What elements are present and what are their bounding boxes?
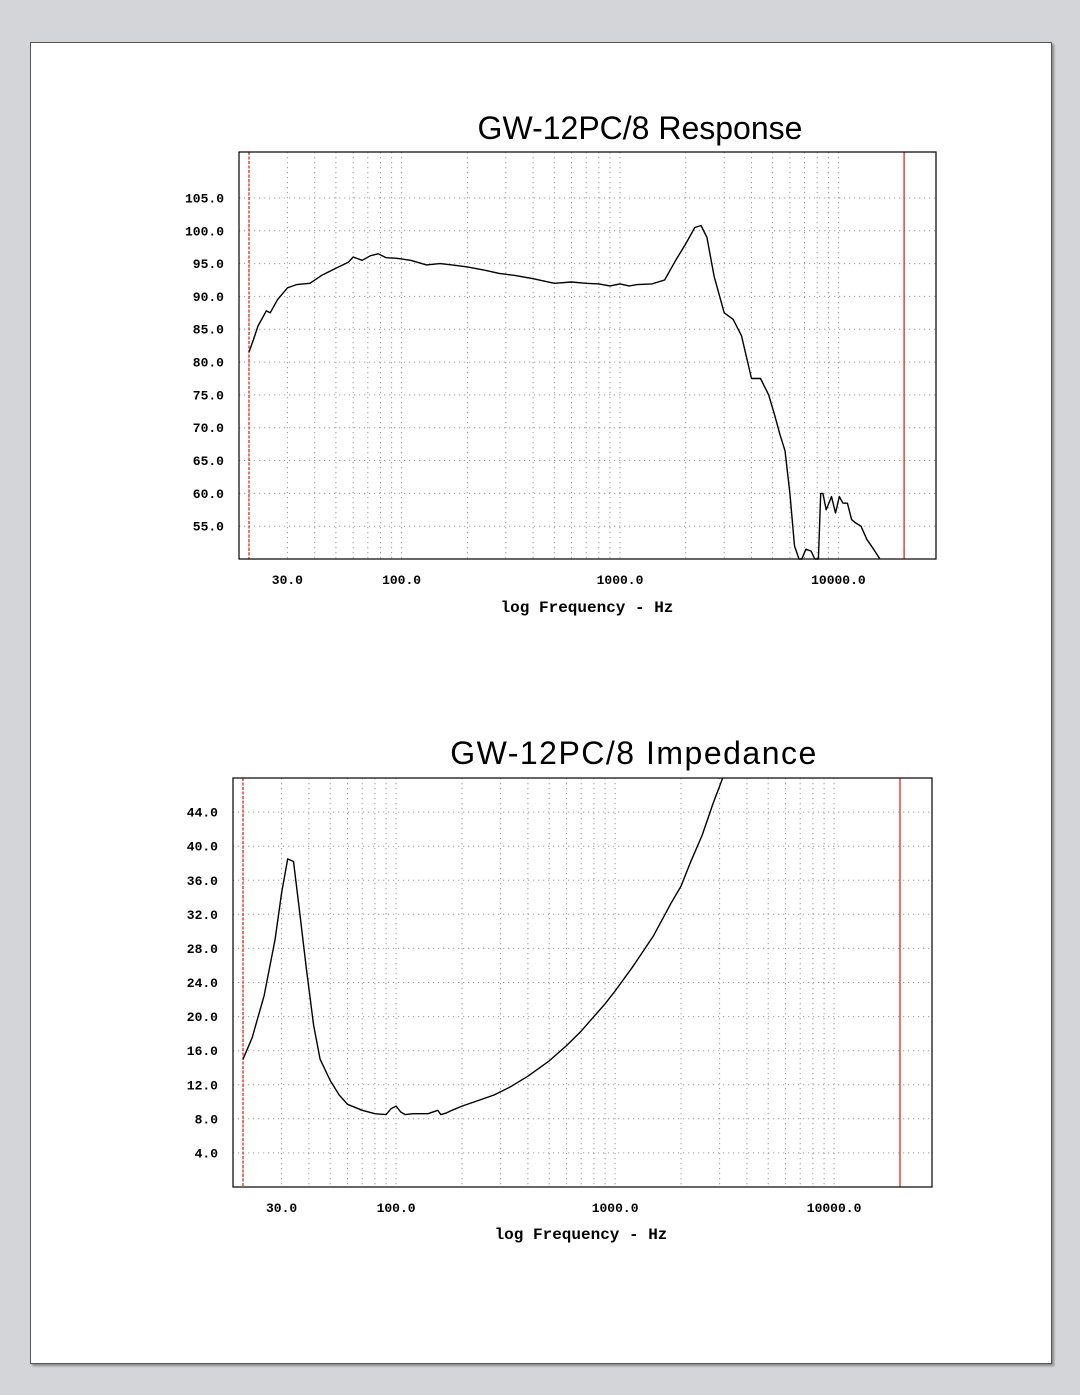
- impedance-x-axis-label: log Frequency - Hz: [495, 1226, 668, 1244]
- impedance-y-tick-label: 16.0: [187, 1044, 218, 1059]
- impedance-chart: GW-12PC/8 Impedance 44.0 40.0 36.0 32.0 28.0…: [187, 735, 933, 1244]
- response-y-tick-label: 80.0: [193, 356, 224, 371]
- response-series: [248, 224, 881, 560]
- response-y-tick-label: 85.0: [193, 323, 224, 338]
- response-x-ticks: 30.0 100.0 1000.0 10000.0: [272, 573, 866, 588]
- impedance-y-tick-label: 4.0: [195, 1146, 219, 1161]
- impedance-x-tick-label: 100.0: [377, 1201, 416, 1216]
- impedance-y-tick-label: 24.0: [187, 976, 218, 991]
- page-sheet: [30, 42, 1052, 1364]
- impedance-y-tick-label: 44.0: [187, 806, 218, 821]
- impedance-chart-title: GW-12PC/8 Impedance: [450, 735, 818, 771]
- response-y-tick-label: 70.0: [193, 421, 224, 436]
- response-y-tick-label: 105.0: [185, 192, 224, 207]
- response-x-tick-label: 10000.0: [811, 573, 866, 588]
- impedance-curve-line: [242, 777, 724, 1116]
- response-chart: GW-12PC/8 Response 105.0 100.0 95.0 90.0 85.…: [185, 110, 937, 617]
- impedance-y-tick-label: 32.0: [187, 908, 218, 923]
- response-y-tick-label: 55.0: [193, 520, 224, 535]
- response-x-axis-label: log Frequency - Hz: [501, 599, 674, 617]
- impedance-grid: [233, 778, 932, 1187]
- impedance-x-ticks: 30.0 100.0 1000.0 10000.0: [266, 1201, 862, 1216]
- response-curve-line: [248, 224, 881, 560]
- impedance-x-tick-label: 1000.0: [592, 1201, 639, 1216]
- response-y-tick-label: 90.0: [193, 290, 224, 305]
- response-x-tick-label: 100.0: [382, 573, 421, 588]
- impedance-x-tick-label: 30.0: [266, 1201, 297, 1216]
- response-y-tick-label: 95.0: [193, 257, 224, 272]
- impedance-y-tick-label: 12.0: [187, 1078, 218, 1093]
- response-chart-title: GW-12PC/8 Response: [478, 110, 803, 146]
- impedance-y-tick-label: 8.0: [195, 1112, 219, 1127]
- response-y-ticks: 105.0 100.0 95.0 90.0 85.0 80.0 75.0 70.0 65.0 60…: [185, 192, 224, 535]
- response-x-tick-label: 30.0: [272, 573, 303, 588]
- impedance-y-tick-label: 36.0: [187, 874, 218, 889]
- response-x-tick-label: 1000.0: [597, 573, 644, 588]
- impedance-x-tick-label: 10000.0: [807, 1201, 862, 1216]
- impedance-y-tick-label: 20.0: [187, 1010, 218, 1025]
- impedance-plot-frame: [232, 777, 933, 1188]
- response-markers: [248, 152, 905, 559]
- impedance-y-tick-label: 40.0: [187, 840, 218, 855]
- response-plot-frame: [238, 151, 937, 560]
- impedance-markers: [242, 778, 901, 1187]
- response-y-tick-label: 75.0: [193, 388, 224, 403]
- response-y-tick-label: 100.0: [185, 224, 224, 239]
- response-grid: [239, 152, 936, 559]
- impedance-series: [242, 777, 724, 1116]
- response-y-tick-label: 60.0: [193, 487, 224, 502]
- impedance-y-tick-label: 28.0: [187, 942, 218, 957]
- impedance-y-ticks: 44.0 40.0 36.0 32.0 28.0 24.0 20.0 16.0 12.0 8.0 4…: [187, 806, 218, 1162]
- response-y-tick-label: 65.0: [193, 454, 224, 469]
